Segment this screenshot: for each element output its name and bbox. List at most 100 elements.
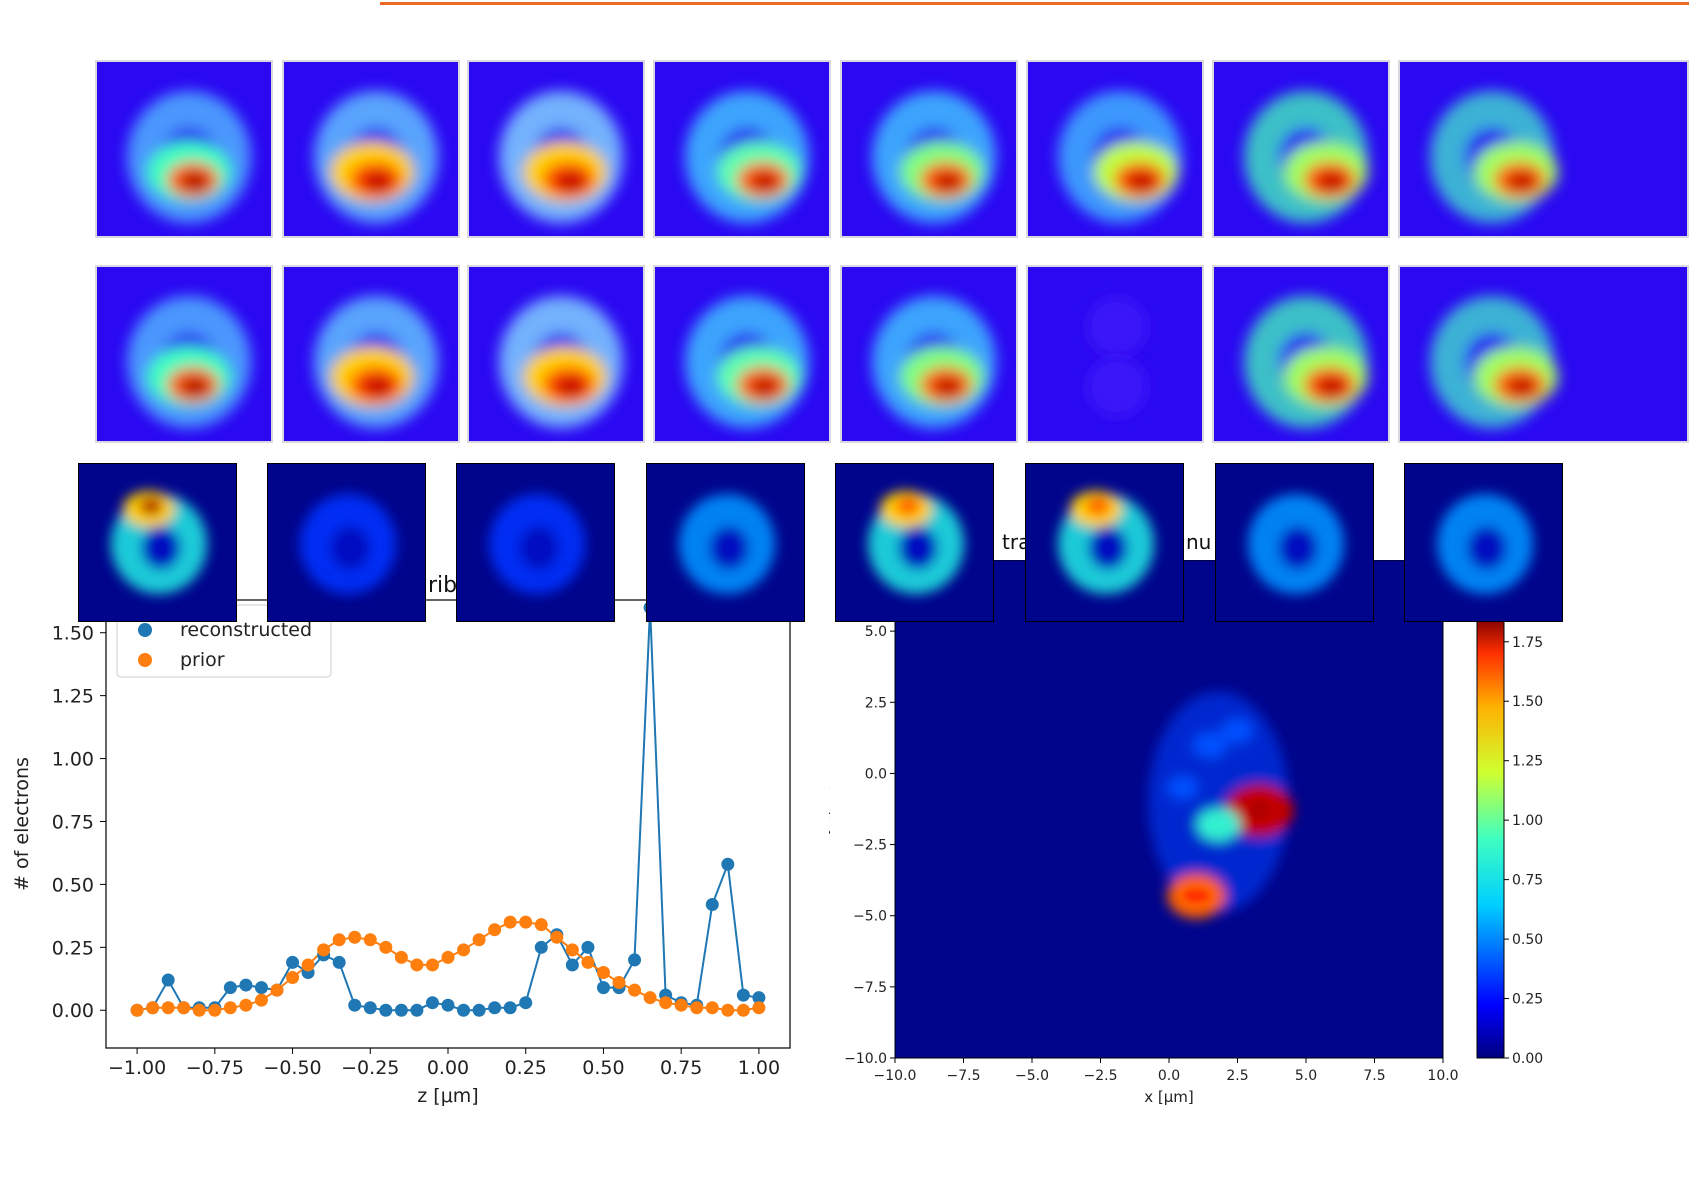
data-point-prior xyxy=(565,943,579,957)
data-point-prior xyxy=(457,943,471,957)
data-point-reconstructed xyxy=(223,981,237,995)
image-tile xyxy=(1398,60,1689,238)
x-tick-label: −0.50 xyxy=(263,1057,321,1079)
x-tick-label: 7.5 xyxy=(1363,1068,1385,1084)
x-tick-label: −1.00 xyxy=(108,1057,166,1079)
data-point-prior xyxy=(301,958,315,972)
data-point-reconstructed xyxy=(239,978,253,992)
data-point-prior xyxy=(550,930,564,944)
data-point-reconstructed xyxy=(519,996,533,1010)
data-point-reconstructed xyxy=(286,955,300,969)
data-point-prior xyxy=(472,933,486,947)
y-tick-label: −10.0 xyxy=(844,1051,887,1067)
colorbar xyxy=(1476,617,1505,1059)
data-point-prior xyxy=(223,1001,237,1015)
data-point-prior xyxy=(612,976,626,990)
x-tick-label: −0.75 xyxy=(186,1057,244,1079)
data-point-prior xyxy=(379,940,393,954)
legend-label: reconstructed xyxy=(180,619,312,641)
data-point-prior xyxy=(705,1001,719,1015)
data-point-reconstructed xyxy=(628,953,642,967)
colorbar-tick-label: 0.75 xyxy=(1512,873,1543,889)
x-tick-label: 10.0 xyxy=(1427,1068,1458,1084)
data-point-reconstructed xyxy=(363,1001,377,1015)
data-point-prior xyxy=(534,918,548,932)
data-point-prior xyxy=(628,983,642,997)
colorbar-tick-label: 0.50 xyxy=(1512,932,1543,948)
y-tick-label: 1.00 xyxy=(52,749,94,771)
colorbar-tick-label: 0.25 xyxy=(1512,992,1543,1008)
data-point-prior xyxy=(254,993,268,1007)
y-tick-label: 0.00 xyxy=(52,1000,94,1022)
heatmap-chart: −10.0 −7.5 −5.0 −2.5 0.0 2.5 5.0 7.5 10.0 −10.0 −7… xyxy=(829,560,1543,1106)
data-point-prior xyxy=(503,915,517,929)
data-point-prior xyxy=(363,933,377,947)
image-tile xyxy=(653,60,831,238)
data-point-reconstructed xyxy=(441,998,455,1012)
data-point-prior xyxy=(239,998,253,1012)
colorbar-tick-label: 1.50 xyxy=(1512,694,1543,710)
x-tick-label: −10.0 xyxy=(874,1068,917,1084)
small-image-tile xyxy=(1404,463,1563,622)
image-tile xyxy=(840,60,1018,238)
x-tick-label: 0.0 xyxy=(1158,1068,1180,1084)
x-tick-label: 0.00 xyxy=(427,1057,469,1079)
data-point-reconstructed xyxy=(410,1003,424,1017)
colorbar-tick-label: 1.25 xyxy=(1512,754,1543,770)
image-tile xyxy=(282,60,460,238)
data-point-prior xyxy=(394,950,408,964)
data-point-prior xyxy=(596,965,610,979)
x-tick-label: 0.75 xyxy=(660,1057,702,1079)
data-point-prior xyxy=(208,1003,222,1017)
data-point-prior xyxy=(130,1003,144,1017)
legend-label: prior xyxy=(180,649,225,671)
image-tile xyxy=(1026,60,1204,238)
small-image-tile xyxy=(267,463,426,622)
heatmap-glow xyxy=(1148,691,1289,912)
data-point-prior xyxy=(752,1001,766,1015)
accent-line xyxy=(380,2,1689,5)
y-tick-label: 1.25 xyxy=(52,686,94,708)
data-point-reconstructed xyxy=(581,940,595,954)
y-tick-label: −7.5 xyxy=(853,980,887,996)
data-point-prior xyxy=(317,943,331,957)
data-point-prior xyxy=(581,955,595,969)
colorbar-tick-label: 1.75 xyxy=(1512,635,1543,651)
data-point-prior xyxy=(721,1003,735,1017)
small-image-tile xyxy=(835,463,994,622)
data-point-prior xyxy=(177,1001,191,1015)
heatmap-hotspot xyxy=(1196,807,1241,842)
data-point-reconstructed xyxy=(705,898,719,912)
y-axis-label: y [μm] xyxy=(829,785,831,835)
x-tick-label: 0.25 xyxy=(505,1057,547,1079)
x-tick-label: −2.5 xyxy=(1084,1068,1118,1084)
x-tick-label: 0.50 xyxy=(582,1057,624,1079)
x-axis-label: z [μm] xyxy=(417,1085,478,1107)
x-tick-label: −7.5 xyxy=(947,1068,981,1084)
y-tick-label: 0.75 xyxy=(52,811,94,833)
small-image-tile xyxy=(78,463,237,622)
image-tile xyxy=(840,265,1018,443)
small-image-tile xyxy=(1025,463,1184,622)
data-point-prior xyxy=(736,1003,750,1017)
image-tile xyxy=(95,265,273,443)
data-point-reconstructed xyxy=(534,940,548,954)
data-point-prior xyxy=(348,930,362,944)
y-tick-label: 0.0 xyxy=(865,766,887,782)
y-axis-label: # of electrons xyxy=(11,757,33,891)
data-point-prior xyxy=(192,1003,206,1017)
title-fragment: rib xyxy=(428,573,457,598)
heatmap-hotspot xyxy=(1167,775,1199,800)
x-tick-label: 1.00 xyxy=(738,1057,780,1079)
data-point-prior xyxy=(332,933,346,947)
data-point-reconstructed xyxy=(332,955,346,969)
data-point-prior xyxy=(425,958,439,972)
data-point-prior xyxy=(488,923,502,937)
data-point-reconstructed xyxy=(596,981,610,995)
data-point-reconstructed xyxy=(721,857,735,871)
data-point-prior xyxy=(674,998,688,1012)
data-point-reconstructed xyxy=(425,996,439,1010)
data-point-reconstructed xyxy=(565,958,579,972)
line-chart: −1.00 −0.75 −0.50 −0.25 0.00 0.25 0.50 0.75 1.00… xyxy=(11,573,791,1107)
y-tick-label: 0.25 xyxy=(52,937,94,959)
